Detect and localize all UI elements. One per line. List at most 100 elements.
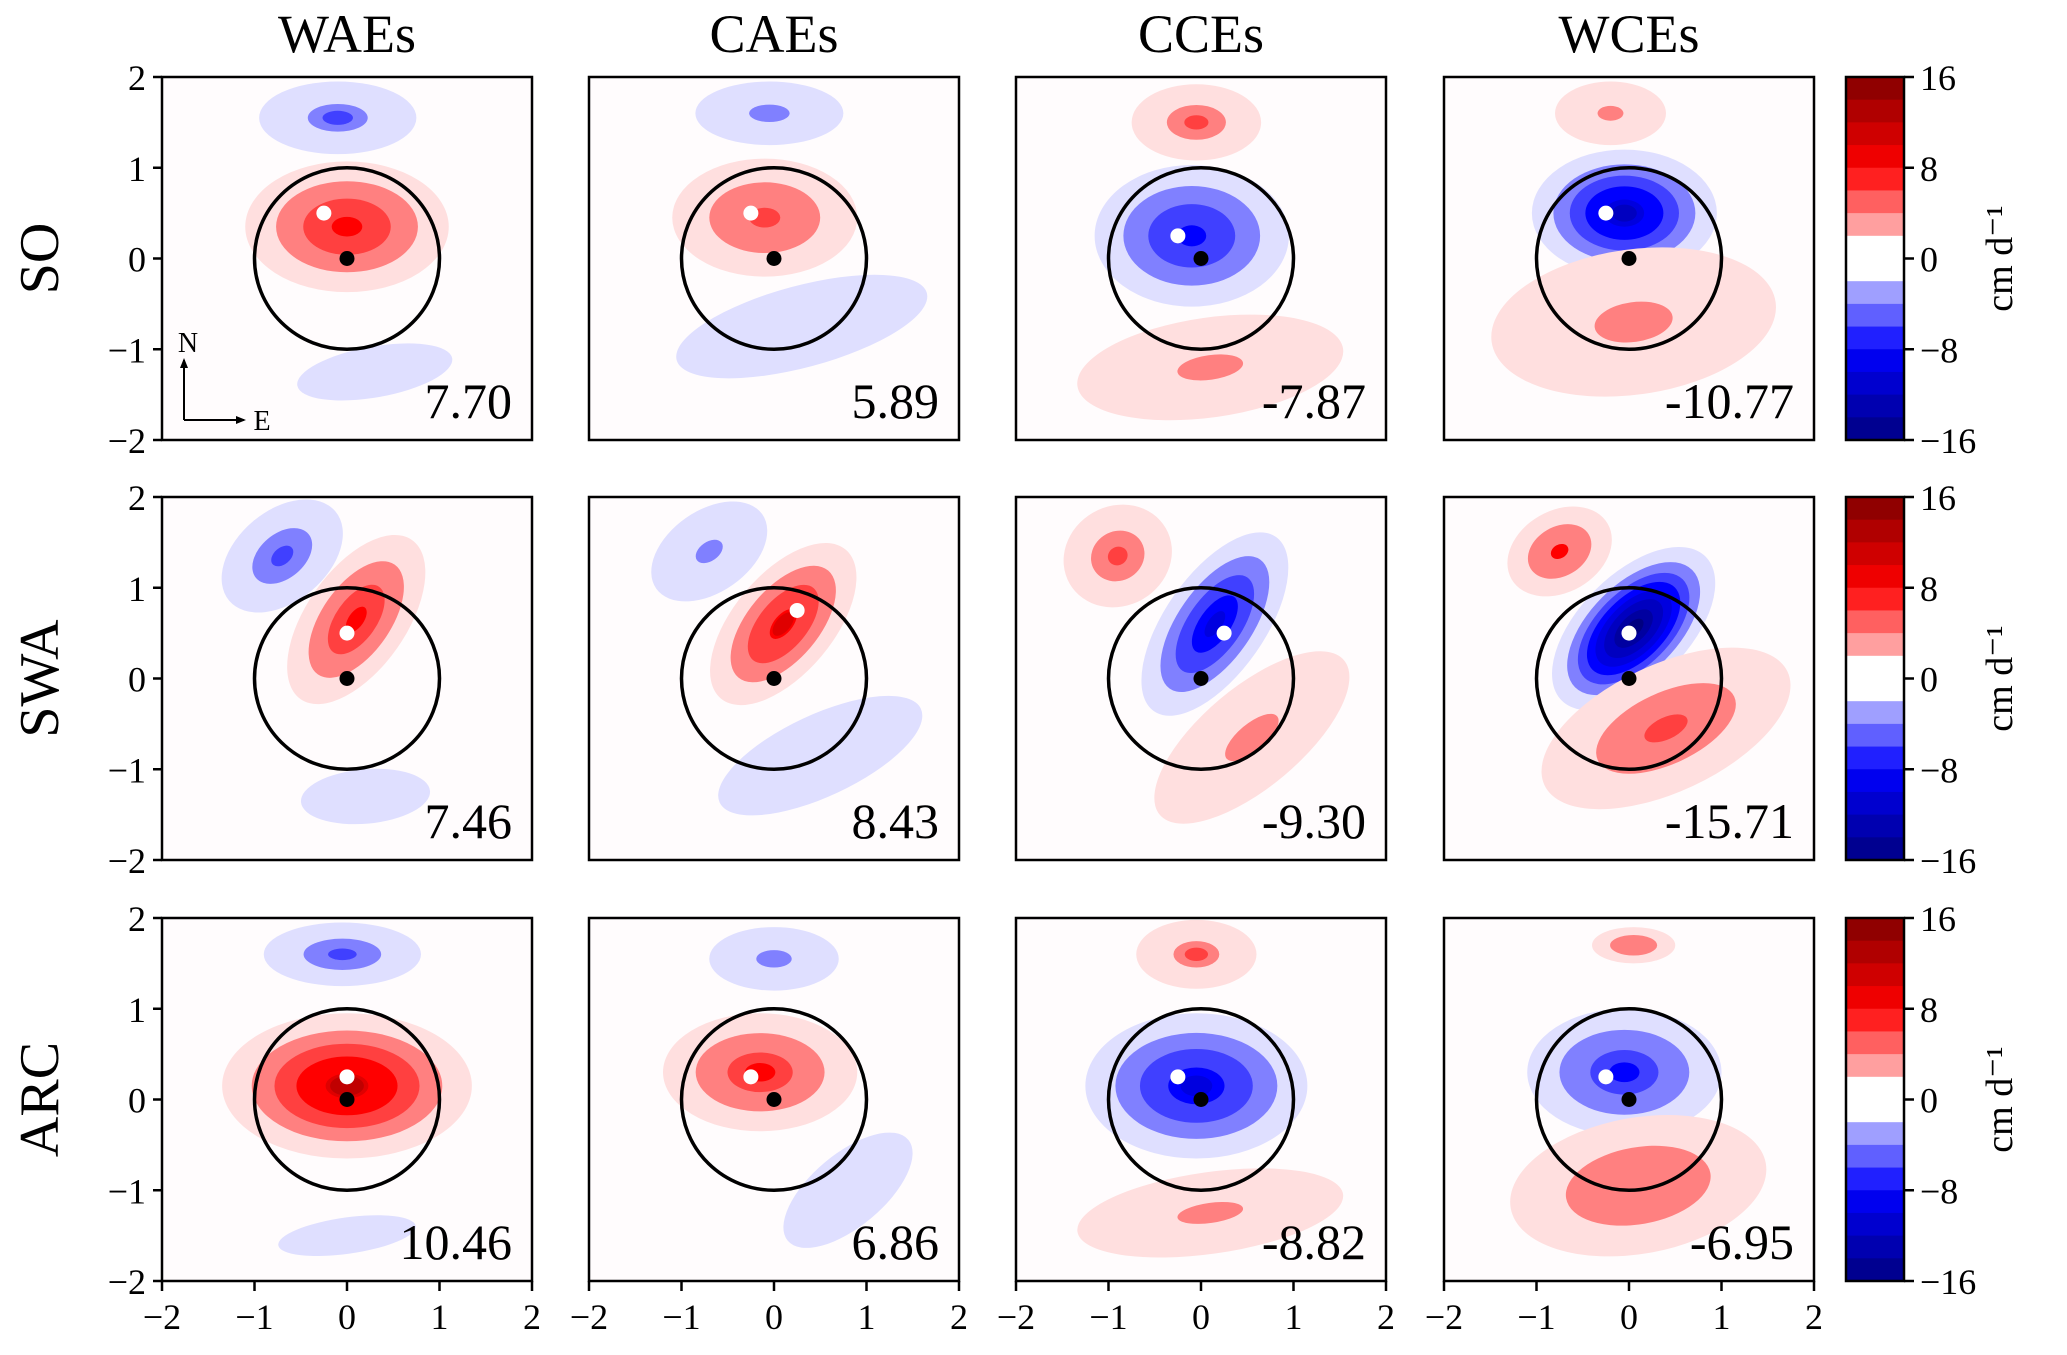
colorbar-segment <box>1846 1258 1904 1282</box>
contour-level <box>1610 934 1658 956</box>
x-tick-label: 1 <box>1713 1297 1731 1337</box>
panel-so-wces: -10.77 <box>1442 75 1816 442</box>
colorbar-label: cm d⁻¹ <box>1979 205 2021 311</box>
eddy-center-marker <box>1193 671 1209 686</box>
contour-level <box>749 104 790 123</box>
contour-level <box>772 612 794 636</box>
colorbar-segment <box>1846 1144 1904 1169</box>
eddy-center-marker <box>1621 251 1637 266</box>
colorbar-segment <box>1846 963 1904 987</box>
panel-frame <box>1442 495 1816 862</box>
contour-fills <box>1491 81 1776 397</box>
panel-frame <box>1442 75 1816 442</box>
east-arrowhead-icon <box>236 416 246 424</box>
peak-value-label: -15.71 <box>1665 793 1794 849</box>
panel-arc-wces: -6.95 −2 −1 0 1 2 <box>1425 916 1823 1337</box>
eddy-boundary-circle <box>1106 586 1296 771</box>
contour-level <box>322 110 353 125</box>
contour-level <box>1177 1201 1244 1224</box>
colorbar-segment <box>1846 542 1904 566</box>
contour-level <box>1550 543 1569 559</box>
colorbar-segment <box>1846 394 1904 418</box>
y-tick-label: 1 <box>128 149 146 189</box>
colorbar-segment <box>1846 281 1904 305</box>
colorbar-segment <box>1846 167 1904 192</box>
colorbar-tick-label: 8 <box>1920 990 1938 1030</box>
colorbar-tick-label: 8 <box>1920 149 1938 189</box>
row-label: SWA <box>9 619 71 738</box>
eddy-boundary-circle <box>252 586 442 771</box>
colorbar: 16 8 0 −8 −16 cm d⁻¹ <box>1844 58 2021 461</box>
panel-frame <box>1014 75 1388 442</box>
contour-level <box>756 950 792 968</box>
colorbar-segment <box>1846 1167 1904 1191</box>
panel-so-caes: 5.89 <box>587 75 961 442</box>
colorbar-segment <box>1846 258 1904 282</box>
colorbar-tick-label: −16 <box>1920 421 1976 461</box>
contour-level <box>1177 354 1244 381</box>
y-tick-label: −2 <box>108 1262 146 1302</box>
colorbar-segment <box>1846 371 1904 396</box>
row-label: SO <box>9 223 71 295</box>
contour-level <box>300 768 431 825</box>
x-tick-label: −2 <box>143 1297 181 1337</box>
contour-level <box>330 1076 364 1096</box>
column-title: WCEs <box>1559 4 1700 64</box>
eddy-boundary-circle <box>1534 1007 1724 1192</box>
eddy-boundary-circle <box>1106 1007 1296 1192</box>
column-title: CCEs <box>1138 4 1264 64</box>
contour-level <box>1609 1062 1640 1083</box>
eddy-boundary-circle <box>1534 586 1724 771</box>
colorbar-tick-label: −8 <box>1920 1171 1958 1211</box>
y-tick-label: −1 <box>108 330 146 370</box>
x-tick-label: −2 <box>570 1297 608 1337</box>
panel-swa-waes: 7.46 2 1 0 −1 −2 <box>108 478 534 881</box>
colorbar-segment <box>1846 326 1904 350</box>
panel-frame <box>587 495 961 862</box>
x-tick-label: −1 <box>235 1297 273 1337</box>
x-tick-label: 0 <box>765 1297 783 1337</box>
extreme-value-marker <box>1598 205 1614 221</box>
colorbar: 16 8 0 −8 −16 cm d⁻¹ <box>1844 478 2021 881</box>
colorbar-segment <box>1846 587 1904 612</box>
contour-level <box>1204 611 1226 637</box>
colorbar-segment <box>1846 633 1904 657</box>
column-titles: WAEs CAEs CCEs WCEs <box>278 4 1699 64</box>
y-tick-label: 0 <box>128 240 146 280</box>
column-title: CAEs <box>709 4 838 64</box>
x-tick-label: 2 <box>523 1297 541 1337</box>
colorbar-segment <box>1846 723 1904 748</box>
colorbar-segment <box>1846 814 1904 838</box>
colorbar-segment <box>1846 145 1904 169</box>
extreme-value-marker <box>743 205 759 221</box>
row-label: ARC <box>9 1042 71 1157</box>
contour-level <box>1594 301 1673 343</box>
eddy-boundary-circle <box>1106 166 1296 351</box>
contour-level <box>271 545 294 567</box>
peak-value-label: 6.86 <box>852 1214 940 1270</box>
colorbar-segment <box>1846 190 1904 214</box>
peak-value-label: -7.87 <box>1262 373 1366 429</box>
colorbar-segment <box>1846 417 1904 441</box>
colorbar-segment <box>1846 655 1904 680</box>
extreme-value-marker <box>316 205 332 221</box>
extreme-value-marker <box>1621 625 1637 641</box>
contour-level <box>695 539 723 564</box>
colorbar-segment <box>1846 519 1904 543</box>
colorbar-segment <box>1846 1031 1904 1055</box>
colorbar-segment <box>1846 918 1904 942</box>
eddy-boundary-circle <box>252 166 442 351</box>
colorbar-segment <box>1846 940 1904 964</box>
colorbar-segment <box>1846 213 1904 237</box>
colorbar-segment <box>1846 1099 1904 1123</box>
x-tick-label: 2 <box>1377 1297 1395 1337</box>
contour-level <box>1184 947 1209 961</box>
colorbars: 16 8 0 −8 −16 cm d⁻¹ 16 8 0 −8 −16 cm d⁻¹ 16 8 0 −8 −16 c… <box>1844 58 2021 1302</box>
colorbar-segment <box>1846 99 1904 123</box>
panel-grid: 7.70 2 1 0 −1 −2 N E 5.89 -7.87 -10.77 7.46 2 1 0 −1 −2 8… <box>108 58 1823 1337</box>
extreme-value-marker <box>339 1069 355 1085</box>
x-tick-label: 0 <box>1620 1297 1638 1337</box>
colorbar-segment <box>1846 769 1904 793</box>
compass-north-label: N <box>178 328 198 359</box>
